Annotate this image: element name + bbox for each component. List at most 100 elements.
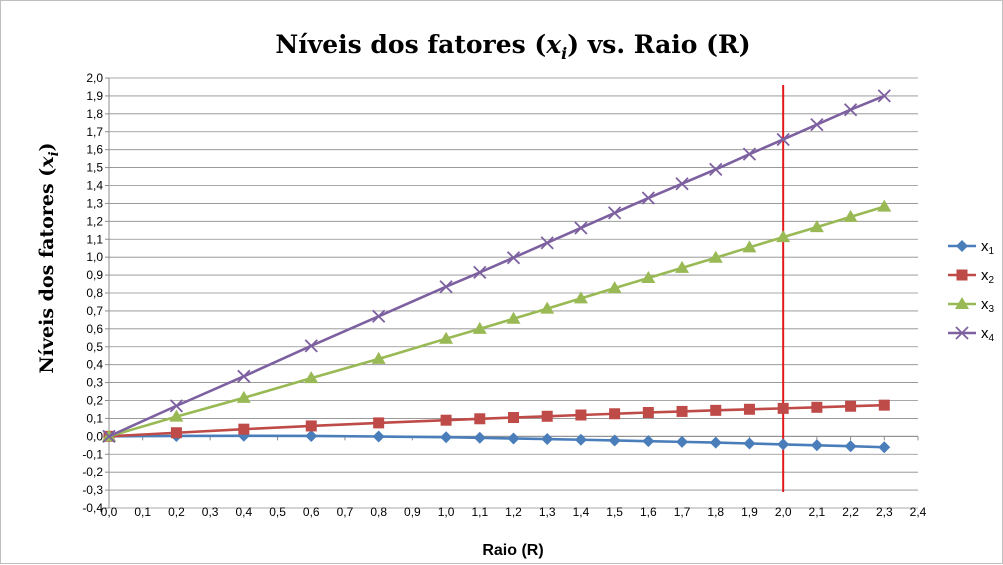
x-tick-label: 2,2	[842, 505, 859, 519]
data-point	[676, 405, 688, 417]
y-tick-label: 0,1	[86, 411, 103, 425]
x-tick-label: 1,0	[438, 505, 455, 519]
series-x3	[102, 199, 892, 442]
x-tick-label: 0,2	[168, 505, 185, 519]
chart-title: Níveis dos fatores (xi) vs. Raio (R)	[275, 30, 750, 63]
data-point	[708, 250, 723, 263]
y-tick-label: 1,8	[86, 107, 103, 121]
data-point	[641, 270, 656, 283]
y-tick-label: -0,1	[82, 447, 103, 461]
y-tick-label: 1,6	[86, 143, 103, 157]
axes: -0,4 -0,3 -0,2 -0,1 0,0 0,1 0,2 0,3 0,4 0,5 0,6 0,7…	[82, 71, 926, 519]
data-point	[675, 177, 689, 191]
data-point	[607, 206, 622, 220]
x-tick-label: 0,8	[370, 505, 387, 519]
data-point	[877, 199, 892, 212]
x-tick-label: 1,4	[573, 505, 590, 519]
data-point	[878, 441, 891, 454]
data-point	[575, 409, 587, 421]
x-tick-label: 0,5	[269, 505, 286, 519]
data-point	[473, 431, 486, 444]
data-point	[809, 220, 824, 233]
data-point	[439, 331, 454, 344]
x-tick-label: 1,6	[640, 505, 657, 519]
y-tick-label: -0,3	[82, 483, 103, 497]
data-point	[844, 440, 857, 453]
x-tick-label: 1,7	[674, 505, 691, 519]
y-tick-label: 0,9	[86, 268, 103, 282]
legend: x1 x2 x3 x4	[948, 238, 995, 344]
legend-label: x2	[981, 267, 995, 286]
data-point	[709, 436, 722, 449]
data-point	[373, 417, 385, 429]
data-point	[473, 265, 487, 280]
series-line	[108, 94, 885, 438]
data-point	[102, 429, 116, 443]
data-point	[169, 399, 184, 413]
y-tick-label: 0,3	[86, 376, 103, 390]
series-line	[108, 403, 885, 438]
data-point	[371, 351, 386, 364]
data-point	[641, 191, 655, 205]
data-point	[743, 403, 755, 415]
legend-item: x3	[948, 296, 995, 315]
data-point	[508, 412, 519, 424]
data-point	[304, 371, 319, 384]
x-tick-label: 1,8	[707, 505, 724, 519]
legend-item: x2	[948, 267, 995, 286]
data-point	[238, 423, 250, 435]
data-point	[169, 409, 184, 422]
data-point	[472, 321, 487, 334]
x-tick-label: 0,1	[134, 505, 151, 519]
data-point	[811, 401, 823, 413]
data-point	[956, 269, 968, 281]
data-point	[810, 439, 823, 452]
data-point	[474, 413, 486, 425]
data-point	[845, 400, 857, 412]
x-tick-label: 0,9	[404, 505, 421, 519]
data-point	[955, 326, 969, 340]
data-point	[541, 433, 554, 446]
x-tick-label: 1,5	[606, 505, 623, 519]
data-point	[877, 89, 891, 103]
data-point	[237, 369, 251, 383]
data-point	[843, 209, 858, 222]
data-point	[540, 236, 554, 250]
data-point	[609, 408, 621, 420]
data-point	[742, 240, 757, 253]
data-point	[776, 132, 790, 147]
x-tick-label: 0,6	[303, 505, 320, 519]
x-tick-label: 1,3	[539, 505, 556, 519]
data-point	[170, 427, 182, 439]
y-tick-label: 1,4	[86, 179, 103, 193]
data-point	[743, 437, 756, 450]
y-tick-label: 0,4	[86, 358, 103, 372]
series-x4	[102, 89, 891, 443]
series-x1	[103, 429, 891, 454]
series-line	[108, 434, 885, 449]
data-point	[777, 438, 790, 451]
x-tick-label: 0,7	[337, 505, 354, 519]
data-point	[710, 404, 722, 416]
data-point	[541, 410, 553, 422]
data-point	[843, 103, 858, 117]
data-point	[642, 435, 655, 448]
x-tick-label: 2,0	[775, 505, 792, 519]
x-tick-label: 0,3	[202, 505, 219, 519]
data-point	[742, 147, 757, 161]
series-group	[102, 89, 892, 454]
data-point	[507, 432, 520, 445]
x-tick-label: 2,1	[809, 505, 826, 519]
data-point	[607, 281, 622, 294]
y-tick-label: 1,0	[86, 250, 103, 264]
data-point	[675, 260, 690, 273]
legend-item: x1	[948, 238, 995, 257]
data-point	[676, 435, 689, 448]
x-tick-label: 1,9	[741, 505, 758, 519]
data-point	[305, 429, 318, 442]
y-tick-label: 2,0	[86, 71, 103, 85]
legend-label: x3	[981, 296, 995, 315]
data-point	[439, 280, 453, 294]
